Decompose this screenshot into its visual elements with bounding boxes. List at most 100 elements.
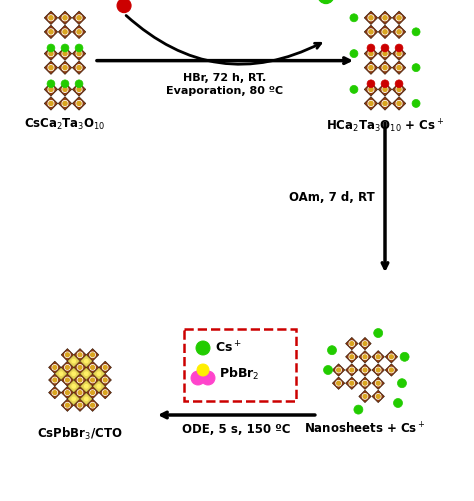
Circle shape: [375, 381, 381, 386]
Polygon shape: [48, 361, 61, 374]
Polygon shape: [44, 47, 58, 60]
Circle shape: [102, 390, 108, 395]
Circle shape: [103, 391, 107, 394]
Polygon shape: [99, 374, 111, 386]
Circle shape: [77, 403, 82, 408]
Polygon shape: [72, 61, 86, 75]
Circle shape: [396, 65, 402, 71]
Polygon shape: [58, 11, 72, 25]
Circle shape: [78, 391, 82, 394]
Polygon shape: [93, 381, 105, 392]
Circle shape: [389, 354, 394, 359]
Circle shape: [61, 80, 69, 88]
Circle shape: [381, 44, 389, 52]
Circle shape: [65, 378, 69, 382]
Polygon shape: [392, 97, 406, 110]
Circle shape: [76, 15, 82, 21]
Circle shape: [363, 381, 367, 385]
Polygon shape: [74, 374, 86, 386]
Circle shape: [49, 30, 53, 34]
Polygon shape: [81, 355, 92, 367]
Circle shape: [77, 52, 81, 56]
Circle shape: [102, 377, 108, 383]
Circle shape: [369, 16, 373, 20]
Text: CsPbBr$_3$/CTO: CsPbBr$_3$/CTO: [37, 426, 123, 442]
Polygon shape: [378, 25, 392, 39]
Circle shape: [369, 66, 373, 70]
Polygon shape: [372, 351, 384, 363]
Polygon shape: [378, 97, 392, 110]
Circle shape: [90, 377, 95, 383]
Circle shape: [337, 368, 340, 372]
Circle shape: [368, 87, 374, 92]
Polygon shape: [74, 386, 86, 399]
Circle shape: [76, 101, 82, 106]
Circle shape: [318, 0, 334, 4]
Circle shape: [382, 87, 388, 92]
Circle shape: [85, 359, 88, 363]
Circle shape: [52, 365, 57, 370]
Polygon shape: [44, 97, 58, 110]
Polygon shape: [378, 61, 392, 75]
Circle shape: [91, 378, 94, 382]
Text: Cs$^+$: Cs$^+$: [215, 340, 242, 356]
Circle shape: [362, 394, 368, 399]
Circle shape: [382, 15, 388, 21]
Polygon shape: [81, 368, 92, 379]
Circle shape: [47, 44, 55, 52]
Polygon shape: [93, 368, 105, 379]
Circle shape: [369, 52, 373, 56]
Polygon shape: [359, 364, 371, 376]
Circle shape: [72, 359, 75, 363]
Circle shape: [395, 44, 403, 52]
Circle shape: [336, 367, 341, 373]
Polygon shape: [378, 47, 392, 60]
Circle shape: [47, 80, 55, 88]
Circle shape: [85, 397, 88, 401]
Circle shape: [201, 371, 215, 385]
Circle shape: [382, 101, 388, 106]
Circle shape: [53, 378, 57, 382]
Circle shape: [363, 355, 367, 359]
Polygon shape: [58, 61, 72, 75]
Polygon shape: [44, 61, 58, 75]
Polygon shape: [359, 337, 371, 350]
Polygon shape: [86, 361, 99, 374]
Circle shape: [383, 52, 387, 56]
Circle shape: [397, 30, 401, 34]
Polygon shape: [74, 349, 86, 361]
Circle shape: [362, 381, 368, 386]
Circle shape: [398, 379, 407, 388]
Polygon shape: [364, 83, 378, 96]
Circle shape: [62, 101, 68, 106]
Polygon shape: [58, 97, 72, 110]
Circle shape: [61, 44, 69, 52]
Circle shape: [396, 51, 402, 57]
Circle shape: [52, 377, 57, 383]
Circle shape: [103, 378, 107, 382]
Circle shape: [383, 30, 387, 34]
Polygon shape: [58, 83, 72, 96]
Polygon shape: [44, 83, 58, 96]
Circle shape: [76, 65, 82, 71]
Circle shape: [78, 378, 82, 382]
Circle shape: [381, 80, 389, 88]
Circle shape: [63, 87, 67, 92]
Circle shape: [76, 51, 82, 57]
Circle shape: [90, 403, 95, 408]
Circle shape: [53, 366, 57, 369]
Polygon shape: [392, 61, 406, 75]
Circle shape: [59, 372, 63, 375]
Polygon shape: [72, 47, 86, 60]
Circle shape: [90, 365, 95, 370]
Circle shape: [197, 364, 209, 376]
Text: CsCa$_2$Ta$_3$O$_{10}$: CsCa$_2$Ta$_3$O$_{10}$: [24, 117, 106, 132]
Circle shape: [376, 381, 380, 385]
Circle shape: [77, 390, 82, 395]
Circle shape: [48, 51, 54, 57]
Circle shape: [48, 87, 54, 92]
Circle shape: [90, 390, 95, 395]
Circle shape: [103, 366, 107, 369]
Circle shape: [48, 101, 54, 106]
Polygon shape: [74, 361, 86, 374]
